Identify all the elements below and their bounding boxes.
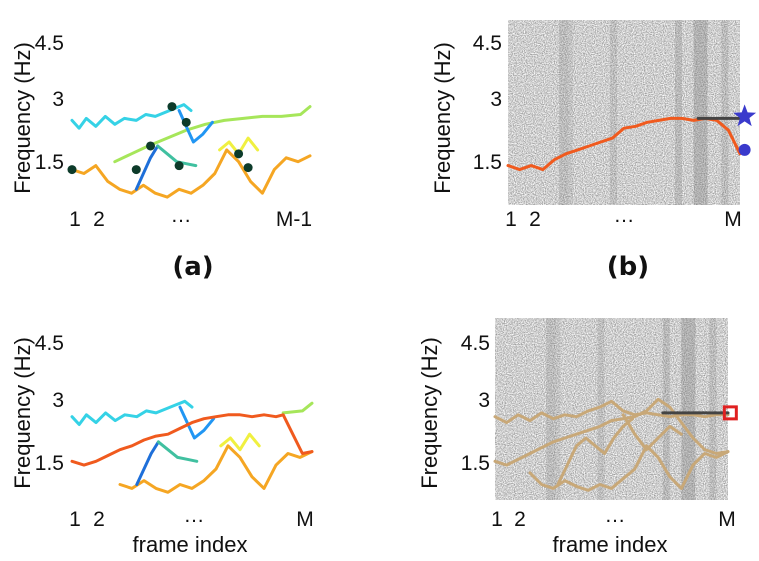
panel-a-ytick-1: 1.5 [35, 151, 64, 174]
panel-b-spectrogram-band-1 [559, 20, 569, 205]
panel-b-xtick-2: 2 [529, 208, 541, 231]
panel-b-ylabel: Frequency (Hz) [430, 42, 455, 194]
panel-c-xlabel: frame index [133, 532, 248, 557]
panel-b-label: (b) [607, 252, 649, 282]
panel-c-plot [70, 399, 314, 494]
panel-c-track-4 [135, 440, 160, 486]
panel-c-track-3 [118, 444, 314, 494]
panel-d-xtick-3: … [605, 504, 626, 527]
panel-a-xtick-1: 1 [69, 208, 81, 231]
panel-d-spectrogram-band-1 [546, 318, 556, 500]
panel-a-node-5 [181, 117, 191, 127]
panel-b-ytick-3: 4.5 [473, 32, 502, 55]
panel-a-ytick-2: 3 [52, 88, 64, 111]
panel-c-xtick-4: M [296, 508, 314, 531]
panel-c-track-6 [178, 405, 216, 440]
panel-a-node-8 [243, 163, 253, 173]
panel-c-ytick-2: 3 [52, 389, 64, 412]
panel-c-track-8 [70, 413, 314, 467]
panel-a-node-4 [167, 102, 177, 112]
panel-d-track-5 [621, 413, 683, 452]
panel-a-node-1 [67, 165, 77, 175]
panel-a-track-3 [70, 148, 312, 199]
panel-c: Frequency (Hz) 1.5 3 4.5 1 2 … M frame i… [10, 332, 314, 557]
panel-d-ytick-2: 3 [478, 389, 490, 412]
panel-d-spectrogram-band-5 [681, 318, 696, 500]
panel-b-xtick-1: 1 [505, 208, 517, 231]
panel-b-marker-star [733, 104, 757, 127]
panel-a-node-7 [234, 149, 244, 159]
panel-c-track-1 [70, 399, 194, 426]
panel-b-ytick-1: 1.5 [473, 151, 502, 174]
panel-d-xtick-4: M [718, 508, 736, 531]
panel-d-track-2 [493, 397, 730, 467]
panel-d-track-3 [528, 444, 730, 492]
panel-d-xlabel: frame index [553, 532, 668, 557]
panel-a-node-2 [131, 165, 141, 175]
panel-b-spectrogram [508, 20, 740, 205]
panel-a-node-3 [146, 141, 156, 151]
panel-a-xtick-3: … [171, 204, 192, 227]
panel-c-ylabel: Frequency (Hz) [10, 337, 35, 489]
panel-d-track-4 [556, 417, 634, 486]
panel-d-track-1 [493, 399, 730, 425]
panel-a-label: (a) [172, 252, 213, 282]
panel-b-spectrogram-band-6 [721, 20, 729, 205]
panel-d-ytick-3: 4.5 [461, 332, 490, 355]
panel-a-track-5 [156, 144, 198, 168]
panel-b-spectrogram-band-3 [610, 20, 618, 205]
panel-c-xtick-2: 2 [93, 508, 105, 531]
panel-a-plot [67, 102, 312, 199]
panel-d-ytick-1: 1.5 [461, 452, 490, 475]
panel-b: Frequency (Hz) 1.5 3 4.5 1 2 … M (b) [430, 20, 757, 282]
panel-c-xtick-3: … [184, 504, 205, 527]
panel-b-spectrogram-band-5 [693, 20, 708, 205]
panel-b-xtick-4: M [724, 208, 742, 231]
panel-a: Frequency (Hz) 1.5 3 4.5 1 2 … M-1 (a) [10, 32, 312, 282]
panel-a-track-2 [113, 105, 312, 164]
panel-b-spectrogram-band-4 [675, 20, 682, 205]
panel-d-marker-square [722, 405, 738, 421]
panel-c-track-2 [281, 401, 314, 415]
panel-d-spectrogram-band-6 [709, 318, 717, 500]
panel-b-spectrogram-band-2 [568, 20, 573, 205]
panel-c-track-7 [219, 432, 261, 452]
panel-d-spectrogram-band-4 [662, 318, 670, 500]
panel-b-xtick-3: … [614, 204, 635, 227]
panel-b-marker-circle [738, 143, 751, 156]
panel-c-xtick-1: 1 [69, 508, 81, 531]
panel-a-xtick-4: M-1 [276, 208, 312, 231]
panel-d: Frequency (Hz) 1.5 3 4.5 1 2 … M frame i… [417, 318, 738, 557]
panel-a-xtick-2: 2 [93, 208, 105, 231]
panel-b-ytick-2: 3 [490, 88, 502, 111]
panel-d-xtick-1: 1 [491, 508, 503, 531]
panel-c-ytick-3: 4.5 [35, 332, 64, 355]
panel-c-track-5 [156, 440, 199, 463]
panel-a-node-6 [174, 161, 184, 171]
panel-b-plot [506, 20, 757, 205]
panel-c-ytick-1: 1.5 [35, 452, 64, 475]
panel-d-plot [493, 318, 738, 500]
panel-d-xtick-2: 2 [514, 508, 526, 531]
panel-a-ytick-3: 4.5 [35, 32, 64, 55]
panel-d-ylabel: Frequency (Hz) [417, 337, 442, 489]
panel-d-spectrogram-band-2 [555, 318, 561, 500]
panel-a-ylabel: Frequency (Hz) [10, 42, 35, 194]
panel-d-spectrogram-band-3 [597, 318, 605, 500]
panel-a-track-4 [134, 144, 160, 191]
